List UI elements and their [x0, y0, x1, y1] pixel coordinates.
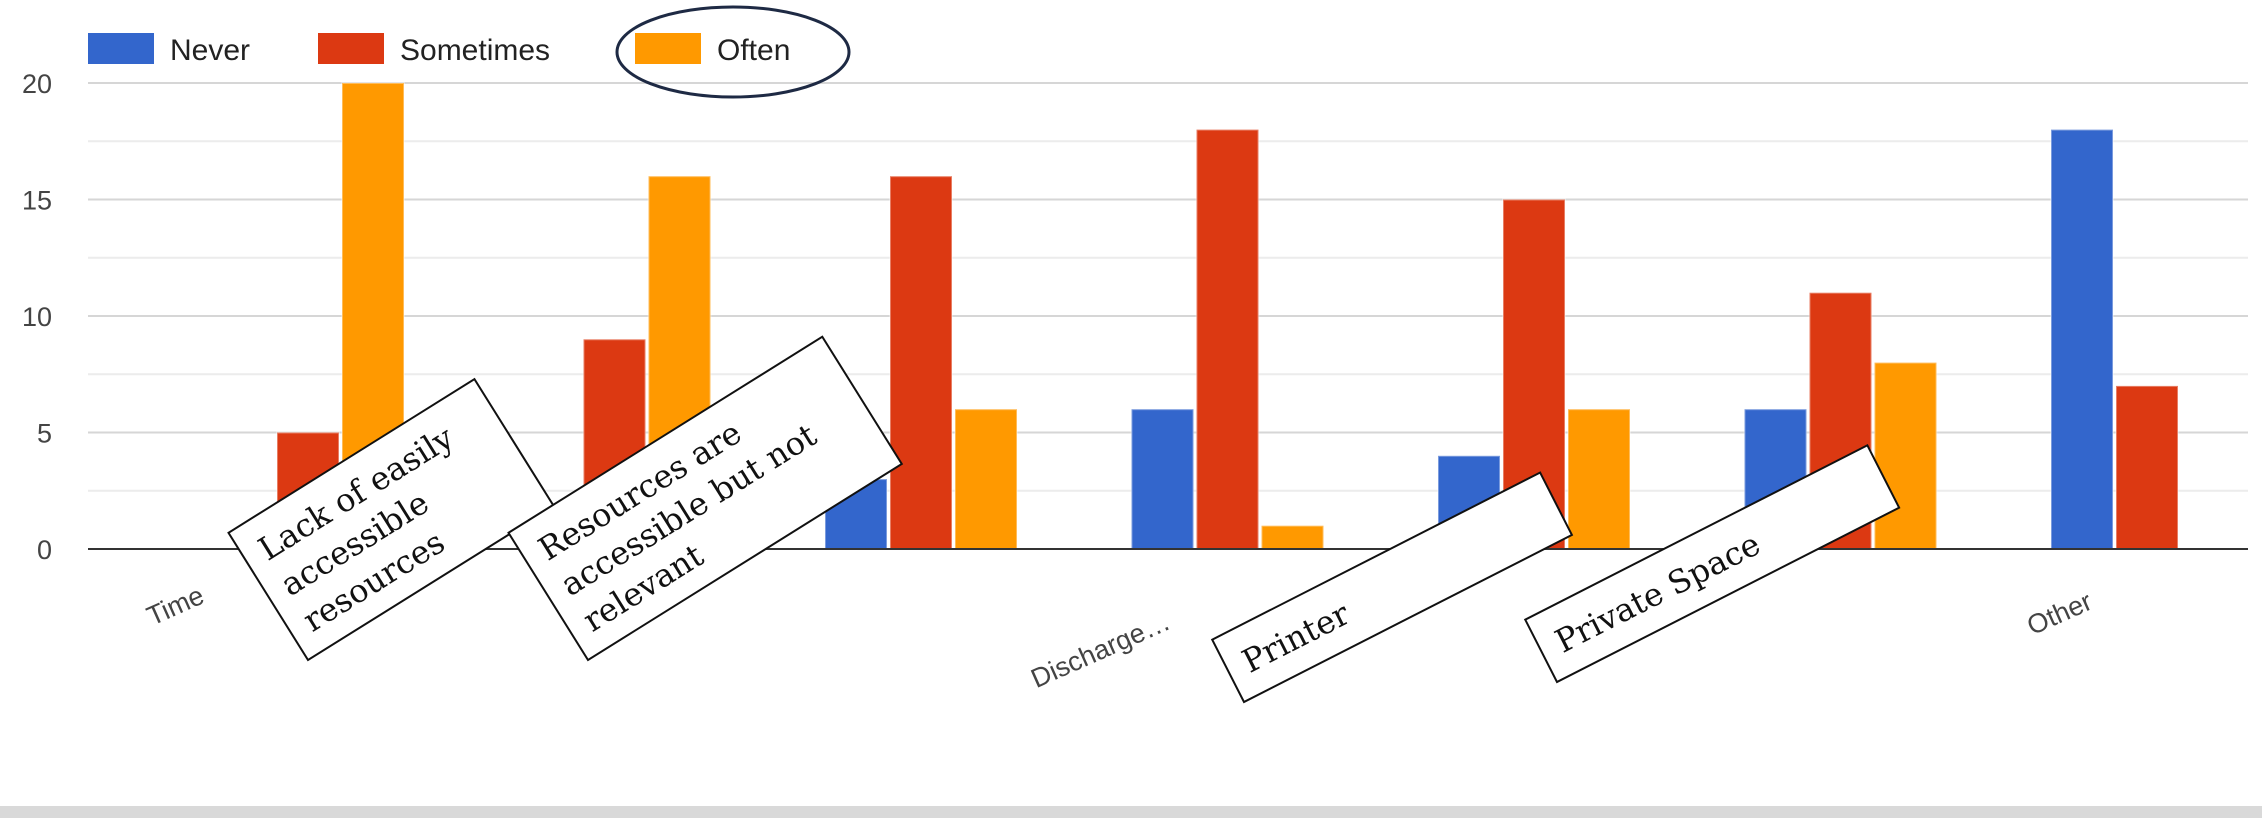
annotation-frame [1523, 443, 1901, 684]
annotation-frame [227, 377, 556, 662]
annotation-box: Printer [1210, 471, 1574, 704]
legend-swatch [88, 33, 154, 64]
bar-never-6 [2050, 128, 2114, 550]
y-tick-label: 15 [22, 186, 52, 216]
legend-item-sometimes: Sometimes [318, 33, 550, 67]
x-category-label: Other [2023, 586, 2097, 641]
bar-sometimes-6 [2115, 384, 2179, 550]
y-tick-label: 0 [37, 535, 52, 565]
footer-band [0, 806, 2262, 818]
annotation-frame [1210, 471, 1574, 704]
y-tick-label: 5 [37, 419, 52, 449]
bar-sometimes-2 [889, 175, 953, 550]
bar-never-3 [1130, 408, 1195, 551]
y-tick-label: 20 [22, 69, 52, 99]
legend-label: Never [170, 34, 250, 67]
bar-often-2 [954, 408, 1018, 551]
category-labels: Time Discharge… Other [142, 580, 2096, 694]
legend-swatch [635, 33, 701, 64]
annotation-frame [507, 335, 904, 662]
y-axis-ticks: 0 5 10 15 20 [22, 69, 52, 565]
legend: Never Sometimes Often [88, 5, 851, 99]
annotations: Lack of easilyaccessibleresourcesResourc… [227, 335, 1901, 704]
x-category-label: Time [142, 580, 208, 631]
bar-sometimes-3 [1195, 128, 1260, 550]
legend-highlight-circle [615, 5, 851, 99]
y-tick-label: 10 [22, 302, 52, 332]
legend-label: Often [717, 34, 790, 67]
bar-often-3 [1260, 524, 1325, 551]
x-category-label: Discharge… [1027, 606, 1175, 694]
bar-often-5 [1873, 361, 1938, 550]
bar-often-4 [1567, 408, 1631, 551]
legend-swatch [318, 33, 384, 64]
legend-item-never: Never [88, 33, 250, 67]
legend-item-often: Often [635, 33, 790, 67]
legend-label: Sometimes [400, 34, 550, 67]
